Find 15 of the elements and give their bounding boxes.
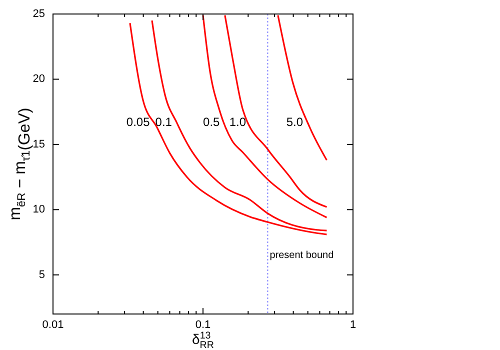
series-label: 0.5 [203, 115, 220, 130]
series-label: 0.05 [126, 115, 150, 130]
y-tick-label: 20 [32, 73, 45, 86]
series-label: 0.1 [155, 115, 172, 130]
y-tick-label: 15 [32, 138, 45, 150]
y-tick-label: 5 [38, 268, 45, 281]
x-tick-label: 1 [350, 319, 356, 331]
line-series [277, 14, 328, 161]
series-label: 1.0 [229, 115, 246, 130]
ref-line-label: present bound [270, 250, 334, 261]
x-tick-label: 0.01 [42, 319, 64, 331]
y-tick-label: 25 [32, 8, 45, 20]
series-label: 5.0 [286, 115, 304, 130]
x-tick-label: 0.1 [195, 319, 211, 331]
y-tick-label: 10 [32, 204, 45, 216]
